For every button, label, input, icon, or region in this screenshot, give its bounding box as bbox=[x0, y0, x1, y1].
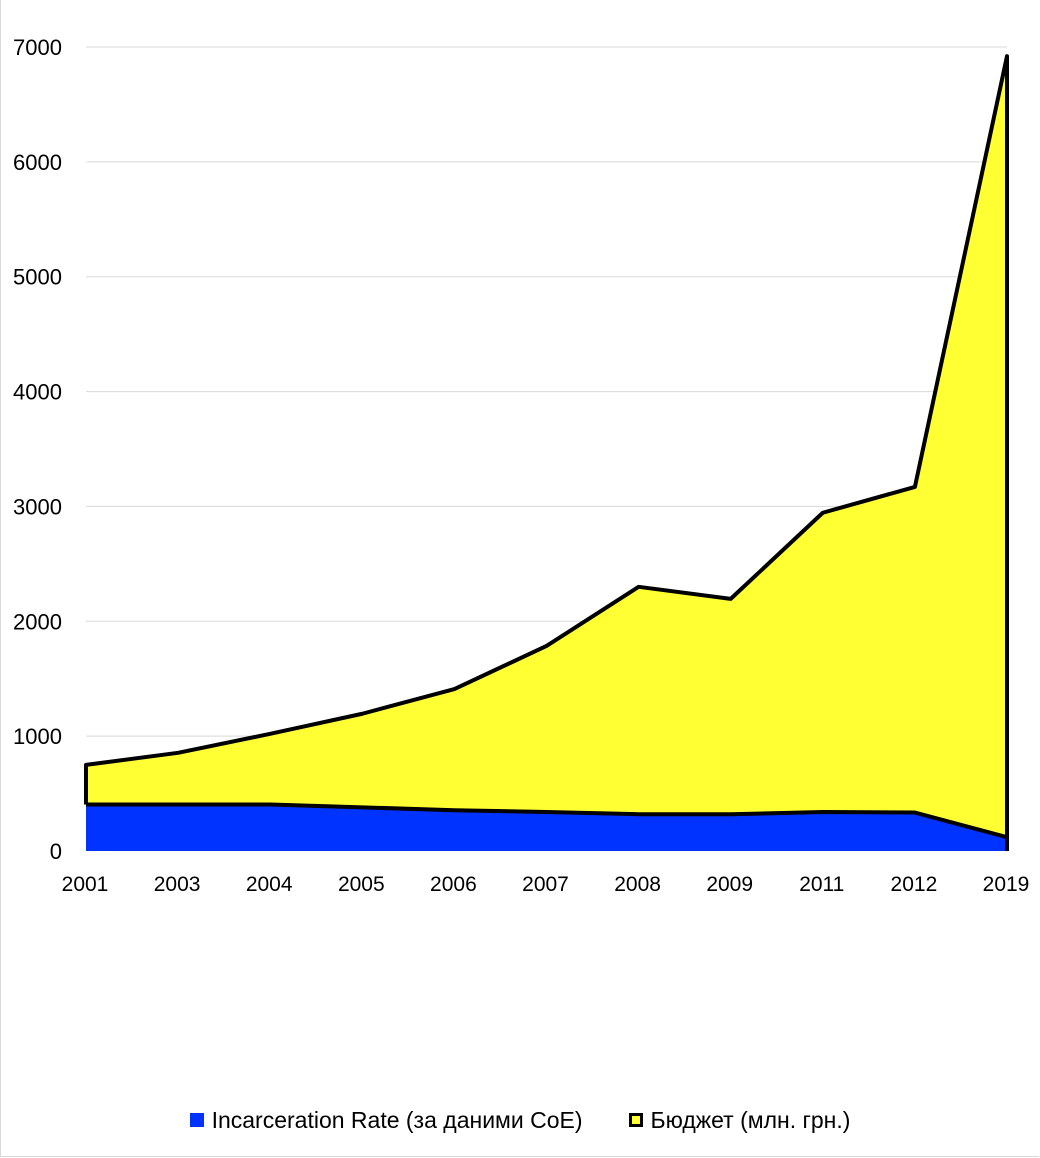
x-tick-label-2006: 2006 bbox=[430, 873, 477, 896]
x-tick-label-2005: 2005 bbox=[338, 873, 385, 896]
legend-label-budget: Бюджет (млн. грн.) bbox=[650, 1106, 851, 1133]
y-tick-label-4000: 4000 bbox=[13, 380, 62, 405]
y-tick-label-3000: 3000 bbox=[13, 494, 62, 519]
x-tick-label-2003: 2003 bbox=[154, 873, 201, 896]
y-tick-label-1000: 1000 bbox=[13, 724, 62, 749]
legend-swatch-yellow bbox=[628, 1113, 643, 1127]
y-tick-label-7000: 7000 bbox=[13, 35, 62, 60]
x-tick-label-2012: 2012 bbox=[891, 873, 938, 896]
legend: Incarceration Rate (за даними CoE) Бюдже… bbox=[0, 1100, 1040, 1140]
legend-item-incarceration: Incarceration Rate (за даними CoE) bbox=[189, 1106, 583, 1134]
y-axis-ticks: 0 1000 2000 3000 4000 5000 6000 7000 bbox=[13, 35, 62, 864]
area-series bbox=[84, 54, 1009, 851]
x-tick-label-2019: 2019 bbox=[983, 873, 1030, 896]
area-outline-0 bbox=[84, 54, 1009, 851]
y-tick-label-0: 0 bbox=[50, 839, 62, 864]
x-tick-label-2008: 2008 bbox=[614, 873, 661, 896]
y-tick-label-5000: 5000 bbox=[13, 265, 62, 290]
legend-item-budget: Бюджет (млн. грн.) bbox=[628, 1106, 851, 1134]
x-tick-label-2007: 2007 bbox=[522, 873, 569, 896]
x-tick-label-2009: 2009 bbox=[706, 873, 753, 896]
x-tick-label-2004: 2004 bbox=[246, 873, 293, 896]
y-tick-label-2000: 2000 bbox=[13, 609, 62, 634]
legend-swatch-blue bbox=[189, 1113, 204, 1127]
series-line-incarceration bbox=[86, 802, 1008, 840]
y-tick-label-6000: 6000 bbox=[13, 150, 62, 175]
x-axis-ticks: 2001 2003 2004 2005 2006 2007 2008 2009 2011 2012… bbox=[62, 873, 1030, 896]
legend-label-incarceration: Incarceration Rate (за даними CoE) bbox=[211, 1106, 583, 1133]
x-tick-label-2011: 2011 bbox=[799, 873, 844, 896]
x-tick-label-2001: 2001 bbox=[62, 873, 109, 896]
area-fill-1 bbox=[86, 804, 1007, 851]
area-fill-0 bbox=[86, 56, 1007, 851]
